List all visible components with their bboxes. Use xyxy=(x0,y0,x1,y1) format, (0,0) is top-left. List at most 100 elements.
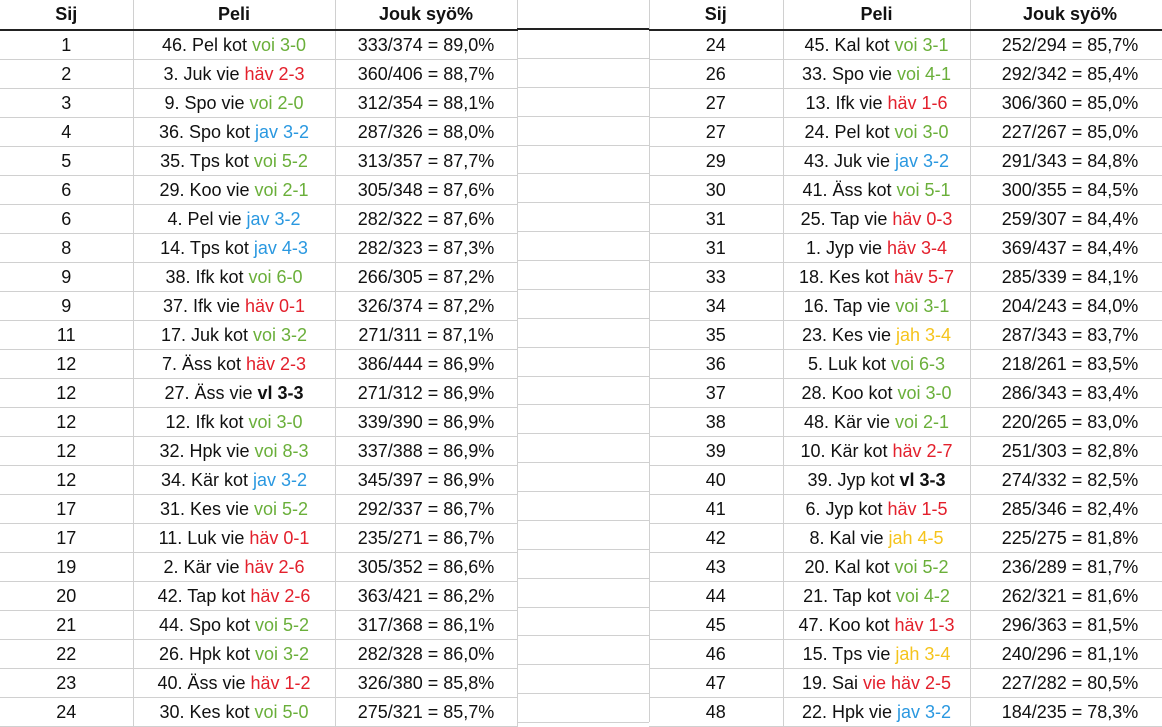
rank-cell[interactable]: 30 xyxy=(649,175,784,205)
empty-cell[interactable] xyxy=(517,521,649,550)
pct-cell[interactable]: 317/368 = 86,1% xyxy=(335,610,518,640)
pct-cell[interactable]: 369/437 = 84,4% xyxy=(970,233,1162,263)
rank-cell[interactable]: 9 xyxy=(0,262,134,292)
game-cell[interactable]: 35. Tps kot voi 5-2 xyxy=(133,146,336,176)
game-cell[interactable]: 6. Jyp kot häv 1-5 xyxy=(783,494,971,524)
game-cell[interactable]: 34. Kär kot jav 3-2 xyxy=(133,465,336,495)
game-cell[interactable]: 17. Juk kot voi 3-2 xyxy=(133,320,336,350)
game-cell[interactable]: 25. Tap vie häv 0-3 xyxy=(783,204,971,234)
pct-cell[interactable]: 262/321 = 81,6% xyxy=(970,581,1162,611)
game-cell[interactable]: 41. Äss kot voi 5-1 xyxy=(783,175,971,205)
rank-cell[interactable]: 27 xyxy=(649,88,784,118)
rank-cell[interactable]: 12 xyxy=(0,465,134,495)
game-cell[interactable]: 11. Luk vie häv 0-1 xyxy=(133,523,336,553)
rank-cell[interactable]: 36 xyxy=(649,349,784,379)
header-game[interactable]: Peli xyxy=(133,0,336,31)
rank-cell[interactable]: 24 xyxy=(649,30,784,60)
rank-cell[interactable]: 20 xyxy=(0,581,134,611)
header-game[interactable]: Peli xyxy=(783,0,971,31)
pct-cell[interactable]: 386/444 = 86,9% xyxy=(335,349,518,379)
pct-cell[interactable]: 271/312 = 86,9% xyxy=(335,378,518,408)
empty-cell[interactable] xyxy=(517,405,649,435)
game-cell[interactable]: 42. Tap kot häv 2-6 xyxy=(133,581,336,611)
game-cell[interactable]: 33. Spo vie voi 4-1 xyxy=(783,59,971,89)
rank-cell[interactable]: 4 xyxy=(0,117,134,147)
rank-cell[interactable]: 11 xyxy=(0,320,134,350)
empty-cell[interactable] xyxy=(517,174,649,204)
empty-cell[interactable] xyxy=(517,665,649,695)
game-cell[interactable]: 28. Koo kot voi 3-0 xyxy=(783,378,971,408)
rank-cell[interactable]: 44 xyxy=(649,581,784,611)
rank-cell[interactable]: 41 xyxy=(649,494,784,524)
game-cell[interactable]: 24. Pel kot voi 3-0 xyxy=(783,117,971,147)
game-cell[interactable]: 39. Jyp kot vl 3-3 xyxy=(783,465,971,495)
rank-cell[interactable]: 40 xyxy=(649,465,784,495)
rank-cell[interactable]: 42 xyxy=(649,523,784,553)
pct-cell[interactable]: 306/360 = 85,0% xyxy=(970,88,1162,118)
pct-cell[interactable]: 204/243 = 84,0% xyxy=(970,291,1162,321)
empty-cell[interactable] xyxy=(517,434,649,464)
pct-cell[interactable]: 287/326 = 88,0% xyxy=(335,117,518,147)
pct-cell[interactable]: 305/352 = 86,6% xyxy=(335,552,518,582)
rank-cell[interactable]: 22 xyxy=(0,639,134,669)
game-cell[interactable]: 43. Juk vie jav 3-2 xyxy=(783,146,971,176)
rank-cell[interactable]: 1 xyxy=(0,30,134,60)
rank-cell[interactable]: 12 xyxy=(0,349,134,379)
pct-cell[interactable]: 225/275 = 81,8% xyxy=(970,523,1162,553)
game-cell[interactable]: 23. Kes vie jah 3-4 xyxy=(783,320,971,350)
rank-cell[interactable]: 19 xyxy=(0,552,134,582)
game-cell[interactable]: 22. Hpk vie jav 3-2 xyxy=(783,697,971,727)
rank-cell[interactable]: 27 xyxy=(649,117,784,147)
game-cell[interactable]: 1. Jyp vie häv 3-4 xyxy=(783,233,971,263)
game-cell[interactable]: 8. Kal vie jah 4-5 xyxy=(783,523,971,553)
rank-cell[interactable]: 43 xyxy=(649,552,784,582)
rank-cell[interactable]: 12 xyxy=(0,378,134,408)
game-cell[interactable]: 12. Ifk kot voi 3-0 xyxy=(133,407,336,437)
empty-cell[interactable] xyxy=(517,694,649,723)
game-cell[interactable]: 26. Hpk kot voi 3-2 xyxy=(133,639,336,669)
pct-cell[interactable]: 218/261 = 83,5% xyxy=(970,349,1162,379)
game-cell[interactable]: 2. Kär vie häv 2-6 xyxy=(133,552,336,582)
game-cell[interactable]: 19. Sai vie häv 2-5 xyxy=(783,668,971,698)
empty-cell[interactable] xyxy=(517,608,649,637)
game-cell[interactable]: 36. Spo kot jav 3-2 xyxy=(133,117,336,147)
pct-cell[interactable]: 345/397 = 86,9% xyxy=(335,465,518,495)
rank-cell[interactable]: 35 xyxy=(649,320,784,350)
game-cell[interactable]: 37. Ifk vie häv 0-1 xyxy=(133,291,336,321)
pct-cell[interactable]: 326/374 = 87,2% xyxy=(335,291,518,321)
header-pct[interactable]: Jouk syö% xyxy=(335,0,518,31)
empty-cell[interactable] xyxy=(517,232,649,261)
rank-cell[interactable]: 24 xyxy=(0,697,134,727)
rank-cell[interactable]: 45 xyxy=(649,610,784,640)
game-cell[interactable]: 47. Koo kot häv 1-3 xyxy=(783,610,971,640)
pct-cell[interactable]: 291/343 = 84,8% xyxy=(970,146,1162,176)
game-cell[interactable]: 32. Hpk vie voi 8-3 xyxy=(133,436,336,466)
game-cell[interactable]: 13. Ifk vie häv 1-6 xyxy=(783,88,971,118)
rank-cell[interactable]: 26 xyxy=(649,59,784,89)
rank-cell[interactable]: 12 xyxy=(0,436,134,466)
header-pct[interactable]: Jouk syö% xyxy=(970,0,1162,31)
game-cell[interactable]: 31. Kes vie voi 5-2 xyxy=(133,494,336,524)
empty-cell[interactable] xyxy=(517,59,649,88)
game-cell[interactable]: 45. Kal kot voi 3-1 xyxy=(783,30,971,60)
game-cell[interactable]: 10. Kär kot häv 2-7 xyxy=(783,436,971,466)
empty-cell[interactable] xyxy=(517,492,649,521)
game-cell[interactable]: 27. Äss vie vl 3-3 xyxy=(133,378,336,408)
empty-cell[interactable] xyxy=(517,377,649,406)
rank-cell[interactable]: 34 xyxy=(649,291,784,321)
pct-cell[interactable]: 285/346 = 82,4% xyxy=(970,494,1162,524)
game-cell[interactable]: 40. Äss vie häv 1-2 xyxy=(133,668,336,698)
pct-cell[interactable]: 305/348 = 87,6% xyxy=(335,175,518,205)
pct-cell[interactable]: 274/332 = 82,5% xyxy=(970,465,1162,495)
pct-cell[interactable]: 313/357 = 87,7% xyxy=(335,146,518,176)
pct-cell[interactable]: 240/296 = 81,1% xyxy=(970,639,1162,669)
game-cell[interactable]: 14. Tps kot jav 4-3 xyxy=(133,233,336,263)
pct-cell[interactable]: 236/289 = 81,7% xyxy=(970,552,1162,582)
pct-cell[interactable]: 312/354 = 88,1% xyxy=(335,88,518,118)
rank-cell[interactable]: 6 xyxy=(0,204,134,234)
game-cell[interactable]: 9. Spo vie voi 2-0 xyxy=(133,88,336,118)
game-cell[interactable]: 5. Luk kot voi 6-3 xyxy=(783,349,971,379)
pct-cell[interactable]: 282/328 = 86,0% xyxy=(335,639,518,669)
rank-cell[interactable]: 37 xyxy=(649,378,784,408)
pct-cell[interactable]: 326/380 = 85,8% xyxy=(335,668,518,698)
